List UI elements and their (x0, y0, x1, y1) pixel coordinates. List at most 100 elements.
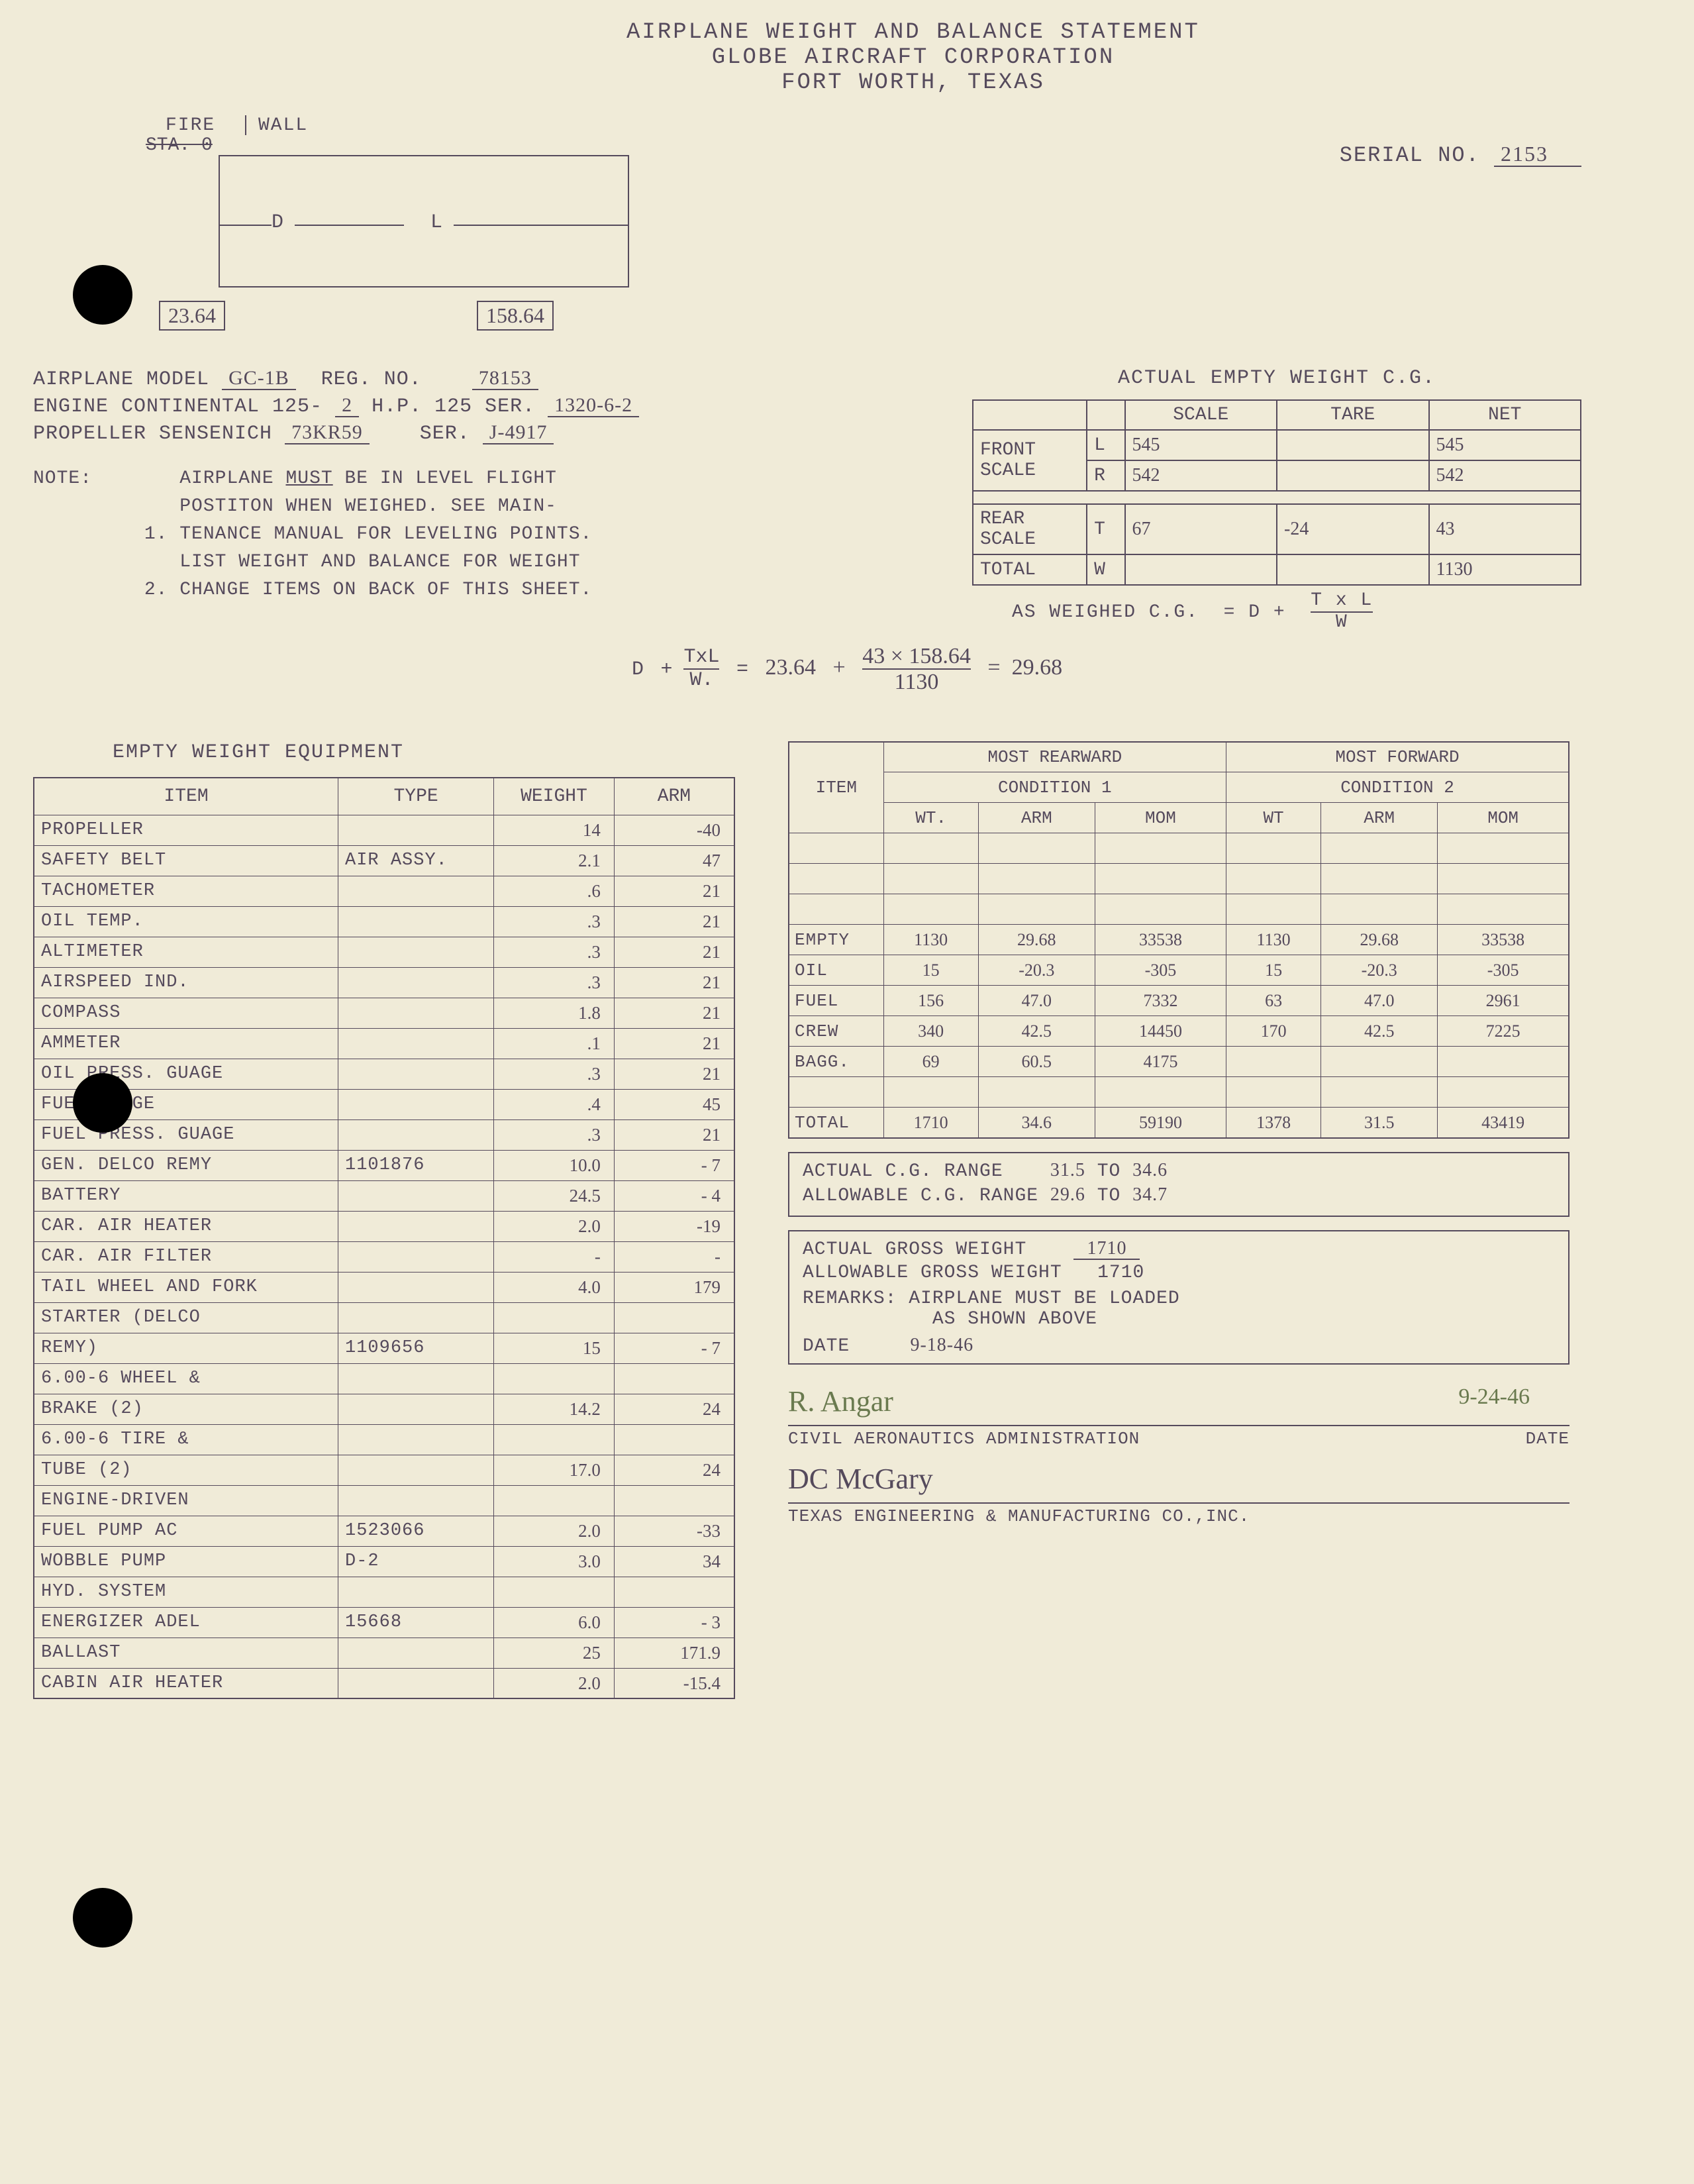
allow-cg-lo: 29.6 (1050, 1184, 1085, 1205)
document-header: AIRPLANE WEIGHT AND BALANCE STATEMENT GL… (166, 20, 1661, 95)
calc-plus: + (660, 658, 672, 681)
cond-wt1 (883, 833, 978, 864)
equip-type (338, 1668, 494, 1698)
reg-label: REG. NO. (321, 368, 422, 391)
calc-txl: TxL (683, 647, 719, 670)
equipment-section: EMPTY WEIGHT EQUIPMENT ITEM TYPE WEIGHT … (33, 741, 735, 1700)
equip-item: 6.00-6 WHEEL & (34, 1363, 338, 1394)
cond-mom2: 33538 (1438, 925, 1569, 955)
equip-arm: -19 (614, 1211, 734, 1241)
equip-weight: .4 (494, 1089, 615, 1119)
remarks-label: REMARKS: (803, 1288, 897, 1309)
equip-arm: 21 (614, 906, 734, 937)
equip-arm: 21 (614, 1059, 734, 1089)
equip-weight (494, 1302, 615, 1333)
cond-arm1: 42.5 (978, 1016, 1095, 1047)
equip-weight: 10.0 (494, 1150, 615, 1180)
cond-arm2: 29.68 (1321, 925, 1438, 955)
code-W: W (1087, 554, 1124, 585)
equip-item: CAR. AIR HEATER (34, 1211, 338, 1241)
hp-label: H.P. 125 SER. (372, 395, 535, 418)
calc-num: 43 × 158.64 (862, 644, 971, 670)
equip-arm: 34 (614, 1546, 734, 1577)
equipment-row: BRAKE (2) 14.2 24 (34, 1394, 734, 1424)
equipment-row: COMPASS 1.8 21 (34, 998, 734, 1028)
equip-type: AIR ASSY. (338, 845, 494, 876)
equip-weight (494, 1424, 615, 1455)
actual-cg-lo: 31.5 (1050, 1160, 1085, 1180)
code-T: T (1087, 504, 1124, 554)
title-line-1: AIRPLANE WEIGHT AND BALANCE STATEMENT (166, 20, 1661, 45)
equip-weight: .3 (494, 1119, 615, 1150)
code-L: L (1087, 430, 1124, 460)
diagram-l: L (430, 211, 442, 234)
arm1-header: ARM (978, 803, 1095, 833)
conditions-table: ITEM MOST REARWARD MOST FORWARD CONDITIO… (788, 741, 1569, 1139)
equip-item: AMMETER (34, 1028, 338, 1059)
cond-arm2: -20.3 (1321, 955, 1438, 986)
note-2-num: 2. (144, 580, 168, 600)
equipment-row: CABIN AIR HEATER 2.0 -15.4 (34, 1668, 734, 1698)
equip-arm: - 7 (614, 1333, 734, 1363)
equip-weight: 1.8 (494, 998, 615, 1028)
diagram-line (219, 225, 272, 226)
rearward-label: MOST REARWARD (883, 742, 1226, 772)
cond-arm1 (978, 864, 1095, 894)
equip-arm (614, 1577, 734, 1607)
equip-weight: .3 (494, 1059, 615, 1089)
cond-mom1: 4175 (1095, 1047, 1226, 1077)
calc-w: W. (683, 670, 719, 692)
date-row: DATE 9-18-46 (803, 1335, 1555, 1357)
to-label: TO (1097, 1161, 1121, 1182)
engine-num: 2 (335, 394, 359, 417)
equip-item: 6.00-6 TIRE & (34, 1424, 338, 1455)
equip-arm (614, 1363, 734, 1394)
diagram-d: D (272, 211, 283, 234)
cond-mom1: -305 (1095, 955, 1226, 986)
equipment-row: FUEL PRESS. GUAGE .3 21 (34, 1119, 734, 1150)
equip-item: BRAKE (2) (34, 1394, 338, 1424)
actual-cg-label: ACTUAL C.G. RANGE (803, 1161, 1003, 1182)
equip-type: D-2 (338, 1546, 494, 1577)
equipment-row: ENGINE-DRIVEN (34, 1485, 734, 1516)
cond-wt1 (883, 894, 978, 925)
calc-v1: 23.64 (766, 655, 817, 680)
condition-row (789, 894, 1569, 925)
equip-weight: 17.0 (494, 1455, 615, 1485)
equip-weight: 15 (494, 1333, 615, 1363)
note-1-num: 1. (144, 524, 168, 545)
wt2-header: WT (1226, 803, 1321, 833)
equip-type: 15668 (338, 1607, 494, 1638)
actual-gross-row: ACTUAL GROSS WEIGHT 1710 (803, 1238, 1555, 1260)
equip-type (338, 998, 494, 1028)
cond-wt1 (883, 1077, 978, 1108)
cond-wt2 (1226, 1077, 1321, 1108)
separator (245, 115, 246, 135)
remarks-2: AS SHOWN ABOVE (932, 1309, 1097, 1329)
cond-arm2 (1321, 894, 1438, 925)
cond-wt1: 15 (883, 955, 978, 986)
equip-type (338, 1455, 494, 1485)
note-1a: AIRPLANE (179, 468, 285, 489)
equipment-row: TACHOMETER .6 21 (34, 876, 734, 906)
cond-mom1: 59190 (1095, 1108, 1226, 1138)
sig1-date-label: DATE (1526, 1429, 1569, 1449)
cond-arm2 (1321, 1077, 1438, 1108)
total-label: TOTAL (973, 554, 1087, 585)
mom2-header: MOM (1438, 803, 1569, 833)
cond-mom2: -305 (1438, 955, 1569, 986)
equipment-row: HYD. SYSTEM (34, 1577, 734, 1607)
model-value: GC-1B (222, 367, 296, 390)
cond-item-header: ITEM (789, 742, 883, 833)
equipment-row: CAR. AIR HEATER 2.0 -19 (34, 1211, 734, 1241)
total-net: 1130 (1429, 554, 1581, 585)
signature-1: R. Angar 9-24-46 (788, 1384, 1569, 1418)
cond-arm2 (1321, 864, 1438, 894)
cond-arm1 (978, 833, 1095, 864)
equip-item: TAIL WHEEL AND FORK (34, 1272, 338, 1302)
binder-hole (73, 1888, 132, 1948)
cond-mom1 (1095, 833, 1226, 864)
cond-mom2 (1438, 894, 1569, 925)
cond-item (789, 894, 883, 925)
cond-mom2 (1438, 864, 1569, 894)
